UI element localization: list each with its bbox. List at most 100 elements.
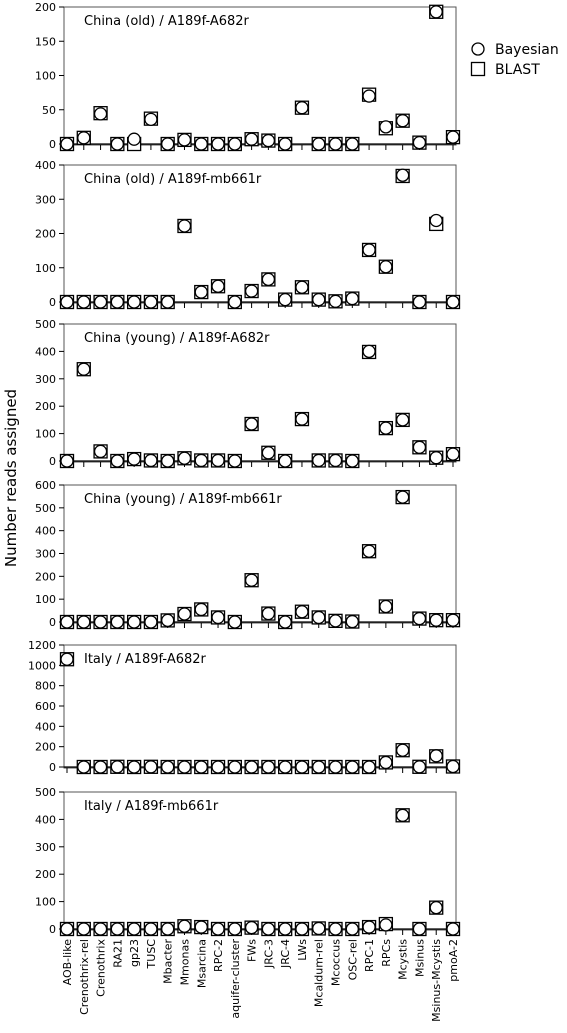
bayesian-point bbox=[412, 295, 427, 309]
bayesian-point bbox=[144, 295, 158, 309]
bayesian-point bbox=[362, 760, 376, 774]
bayesian-point bbox=[328, 614, 343, 628]
legend: Bayesian BLAST bbox=[470, 42, 559, 78]
bayesian-point bbox=[144, 760, 158, 774]
bayesian-point bbox=[412, 135, 427, 150]
y-tick-label: 0 bbox=[49, 761, 56, 774]
y-tick-label: 500 bbox=[35, 318, 56, 331]
panel-title: Italy / A189f-mb661r bbox=[84, 799, 219, 814]
bayesian-point bbox=[295, 922, 309, 936]
bayesian-point bbox=[194, 137, 208, 151]
bayesian-point bbox=[110, 760, 124, 774]
bayesian-point bbox=[161, 295, 175, 309]
bayesian-point bbox=[110, 615, 124, 629]
y-tick-label: 500 bbox=[35, 786, 56, 799]
y-tick-label: 0 bbox=[49, 455, 56, 468]
y-tick-label: 1000 bbox=[28, 659, 56, 672]
bayesian-point bbox=[412, 922, 427, 936]
panel-title: Italy / A189f-A682r bbox=[84, 652, 207, 667]
bayesian-point bbox=[278, 137, 292, 151]
y-tick-label: 200 bbox=[35, 868, 56, 881]
bayesian-point bbox=[77, 362, 91, 376]
bayesian-point bbox=[345, 137, 359, 151]
bayesian-point bbox=[110, 295, 124, 309]
bayesian-point bbox=[127, 132, 141, 146]
bayesian-point bbox=[278, 615, 292, 629]
bayesian-point bbox=[328, 137, 343, 151]
category-labels: AOB-like Crenothrix-rel Crenothrix RA21 gp23… bbox=[61, 939, 460, 1022]
y-axis-label: Number reads assigned bbox=[2, 389, 20, 567]
bayesian-point bbox=[446, 447, 460, 461]
bayesian-point bbox=[110, 137, 124, 151]
bayesian-point bbox=[312, 760, 326, 774]
category-label: TUSC bbox=[145, 939, 158, 970]
bayesian-point bbox=[244, 417, 259, 431]
y-tick-label: 50 bbox=[42, 104, 56, 117]
bayesian-point bbox=[412, 760, 427, 774]
bayesian-point bbox=[144, 922, 158, 936]
category-label: Mcoccus bbox=[330, 939, 343, 986]
bayesian-point bbox=[379, 755, 393, 770]
bayesian-point bbox=[211, 279, 225, 293]
bayesian-point bbox=[110, 454, 124, 468]
bayesian-point bbox=[379, 120, 393, 134]
bayesian-point bbox=[446, 130, 460, 144]
bayesian-point bbox=[60, 137, 74, 151]
y-tick-label: 0 bbox=[49, 296, 56, 309]
bayesian-point bbox=[312, 292, 326, 307]
y-tick-label: 600 bbox=[35, 479, 56, 492]
bayesian-point bbox=[161, 922, 175, 936]
bayesian-point bbox=[211, 453, 225, 468]
y-tick-label: 300 bbox=[35, 841, 56, 854]
bayesian-point bbox=[345, 614, 359, 629]
bayesian-point bbox=[328, 922, 343, 936]
panel-frame bbox=[63, 323, 457, 463]
bayesian-point bbox=[396, 114, 410, 128]
y-tick-label: 400 bbox=[35, 159, 56, 172]
bayesian-point bbox=[244, 284, 259, 298]
y-tick-label: 200 bbox=[35, 741, 56, 754]
y-tick-label: 400 bbox=[35, 813, 56, 826]
bayesian-point bbox=[396, 490, 410, 504]
bayesian-point bbox=[345, 291, 359, 306]
bayesian-point bbox=[379, 421, 393, 435]
y-tick-label: 100 bbox=[35, 593, 56, 606]
bayesian-point bbox=[295, 280, 309, 294]
bayesian-point bbox=[244, 132, 259, 146]
bayesian-point bbox=[446, 295, 460, 309]
category-label: RPC-2 bbox=[212, 939, 225, 972]
category-label: aquifer-cluster bbox=[229, 939, 242, 1019]
bayesian-point bbox=[177, 451, 192, 465]
bayesian-point bbox=[295, 605, 309, 619]
bayesian-point bbox=[228, 615, 242, 629]
bayesian-point bbox=[362, 544, 376, 558]
y-tick-label: 800 bbox=[35, 680, 56, 693]
legend-label-bayesian: Bayesian bbox=[495, 42, 559, 58]
bayesian-point bbox=[446, 922, 460, 936]
category-label: LWs bbox=[296, 939, 309, 961]
bayesian-point bbox=[278, 760, 292, 774]
bayesian-point bbox=[362, 920, 376, 934]
bayesian-point bbox=[211, 137, 225, 151]
panel-2: 0 100 200 300 400 China (old) / A189f-mb661r bbox=[35, 159, 461, 310]
panel-3: 0 100 200 300 400 500 China (young) / A189f-A6… bbox=[35, 318, 461, 469]
category-label: pmoA-2 bbox=[447, 939, 460, 982]
y-tick-label: 0 bbox=[49, 923, 56, 936]
y-tick-label: 1200 bbox=[28, 639, 56, 652]
category-label: JRC-3 bbox=[262, 939, 275, 969]
bayesian-point bbox=[77, 922, 91, 936]
category-label: gp23 bbox=[128, 939, 141, 967]
category-label: AOB-like bbox=[61, 939, 74, 986]
bayesian-point bbox=[60, 652, 74, 666]
bayesian-point bbox=[295, 760, 309, 774]
category-label: JRC-4 bbox=[279, 939, 292, 969]
bayesian-point bbox=[429, 613, 443, 627]
y-tick-label: 500 bbox=[35, 502, 56, 515]
y-tick-label: 100 bbox=[35, 896, 56, 909]
y-tick-label: 100 bbox=[35, 262, 56, 275]
bayesian-point bbox=[93, 615, 108, 629]
bayesian-point bbox=[328, 294, 343, 308]
panels: 0 50 100 150 200 China (old) / A189f-A682r 0 10… bbox=[28, 1, 461, 937]
y-tick-label: 150 bbox=[35, 35, 56, 48]
bayesian-point bbox=[127, 922, 141, 936]
